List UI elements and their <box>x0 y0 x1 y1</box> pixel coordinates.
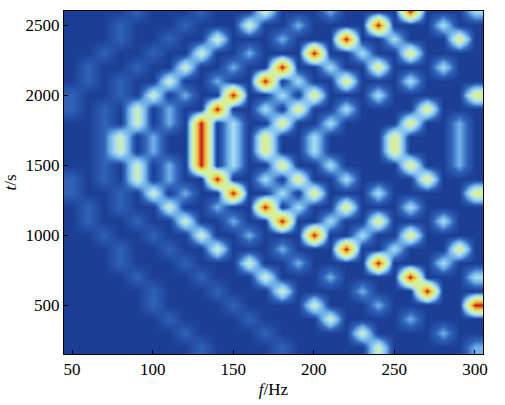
svg-text:300: 300 <box>462 360 488 379</box>
svg-text:1000: 1000 <box>26 226 60 245</box>
svg-text:100: 100 <box>140 360 166 379</box>
svg-text:200: 200 <box>301 360 327 379</box>
svg-text:f/Hz: f/Hz <box>259 380 289 399</box>
svg-text:250: 250 <box>382 360 408 379</box>
svg-text:50: 50 <box>64 360 81 379</box>
svg-text:t/s: t/s <box>1 174 20 190</box>
svg-text:2000: 2000 <box>26 86 60 105</box>
svg-text:2500: 2500 <box>26 16 60 35</box>
svg-text:150: 150 <box>220 360 246 379</box>
svg-text:1500: 1500 <box>26 156 60 175</box>
svg-text:500: 500 <box>34 296 60 315</box>
